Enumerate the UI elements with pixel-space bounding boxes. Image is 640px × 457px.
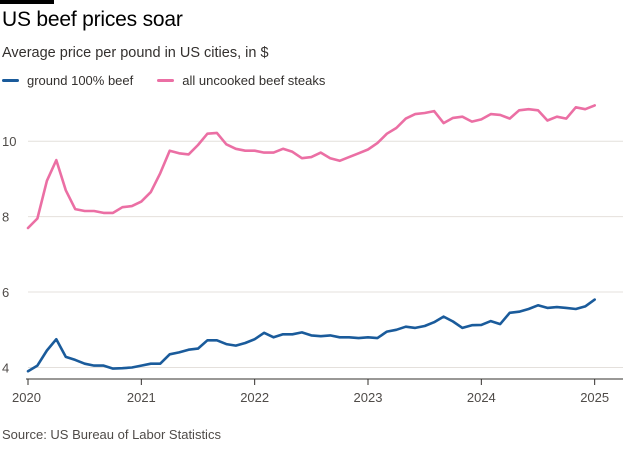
x-tick-label-2023: 2023 — [354, 390, 383, 405]
steaks-line — [26, 104, 597, 230]
x-tick-label-2020: 2020 — [12, 390, 41, 405]
y-tick-label-4: 4 — [2, 360, 9, 375]
brand-top-bar — [0, 0, 54, 4]
ground-beef-line — [26, 298, 597, 373]
y-tick-label-8: 8 — [2, 210, 9, 225]
chart-subtitle: Average price per pound in US cities, in… — [2, 45, 269, 61]
legend-swatch-ground-beef — [2, 79, 19, 82]
legend-swatch-steaks — [157, 79, 175, 82]
legend-label-steaks: all uncooked beef steaks — [182, 73, 326, 88]
x-tick-label-2021: 2021 — [127, 390, 156, 405]
x-tick-label-2025: 2025 — [580, 390, 609, 405]
x-tick-label-2022: 2022 — [240, 390, 269, 405]
chart-source: Source: US Bureau of Labor Statistics — [2, 427, 221, 442]
legend-item-steaks: all uncooked beef steaks — [157, 73, 325, 88]
x-tick-label-2024: 2024 — [467, 390, 496, 405]
y-tick-label-10: 10 — [2, 134, 16, 149]
legend-label-ground-beef: ground 100% beef — [27, 73, 134, 88]
legend-item-ground-beef: ground 100% beef — [2, 73, 133, 88]
chart-title: US beef prices soar — [2, 8, 183, 31]
chart-legend: ground 100% beef all uncooked beef steak… — [2, 73, 349, 88]
y-tick-label-6: 6 — [2, 285, 9, 300]
